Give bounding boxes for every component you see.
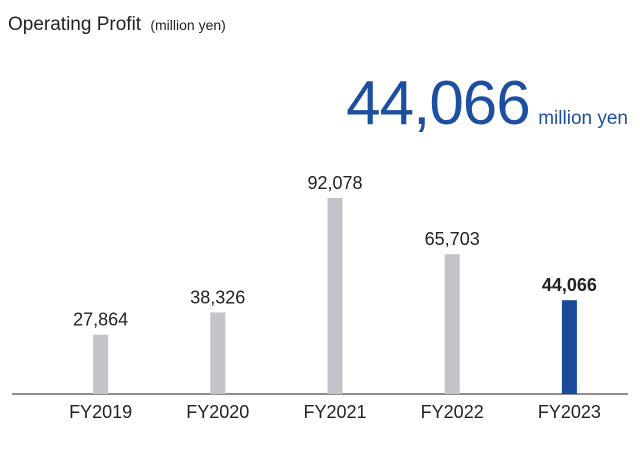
x-tick-label-fy2020: FY2020 xyxy=(186,402,249,422)
bar-fy2022 xyxy=(444,254,460,394)
value-label-fy2020: 38,326 xyxy=(190,287,245,307)
chart-title-text: Operating Profit xyxy=(8,14,142,35)
x-tick-label-fy2021: FY2021 xyxy=(303,402,366,422)
value-label-fy2019: 27,864 xyxy=(73,310,128,330)
value-label-fy2022: 65,703 xyxy=(425,229,480,249)
headline-figure: 44,066 million yen xyxy=(346,68,628,139)
chart-title: Operating Profit (million yen) xyxy=(8,14,226,36)
value-label-fy2023: 44,066 xyxy=(542,275,597,295)
x-tick-label-fy2022: FY2022 xyxy=(421,402,484,422)
x-tick-label-fy2023: FY2023 xyxy=(538,402,601,422)
bar-fy2021 xyxy=(327,198,343,394)
bar-fy2020 xyxy=(210,312,226,394)
chart-title-unit: (million yen) xyxy=(150,17,226,33)
headline-unit: million yen xyxy=(538,108,628,129)
bar-fy2019 xyxy=(93,334,109,394)
headline-value: 44,066 xyxy=(346,69,531,138)
bar-fy2023 xyxy=(561,300,577,394)
x-tick-label-fy2019: FY2019 xyxy=(69,402,132,422)
value-label-fy2021: 92,078 xyxy=(307,173,362,193)
